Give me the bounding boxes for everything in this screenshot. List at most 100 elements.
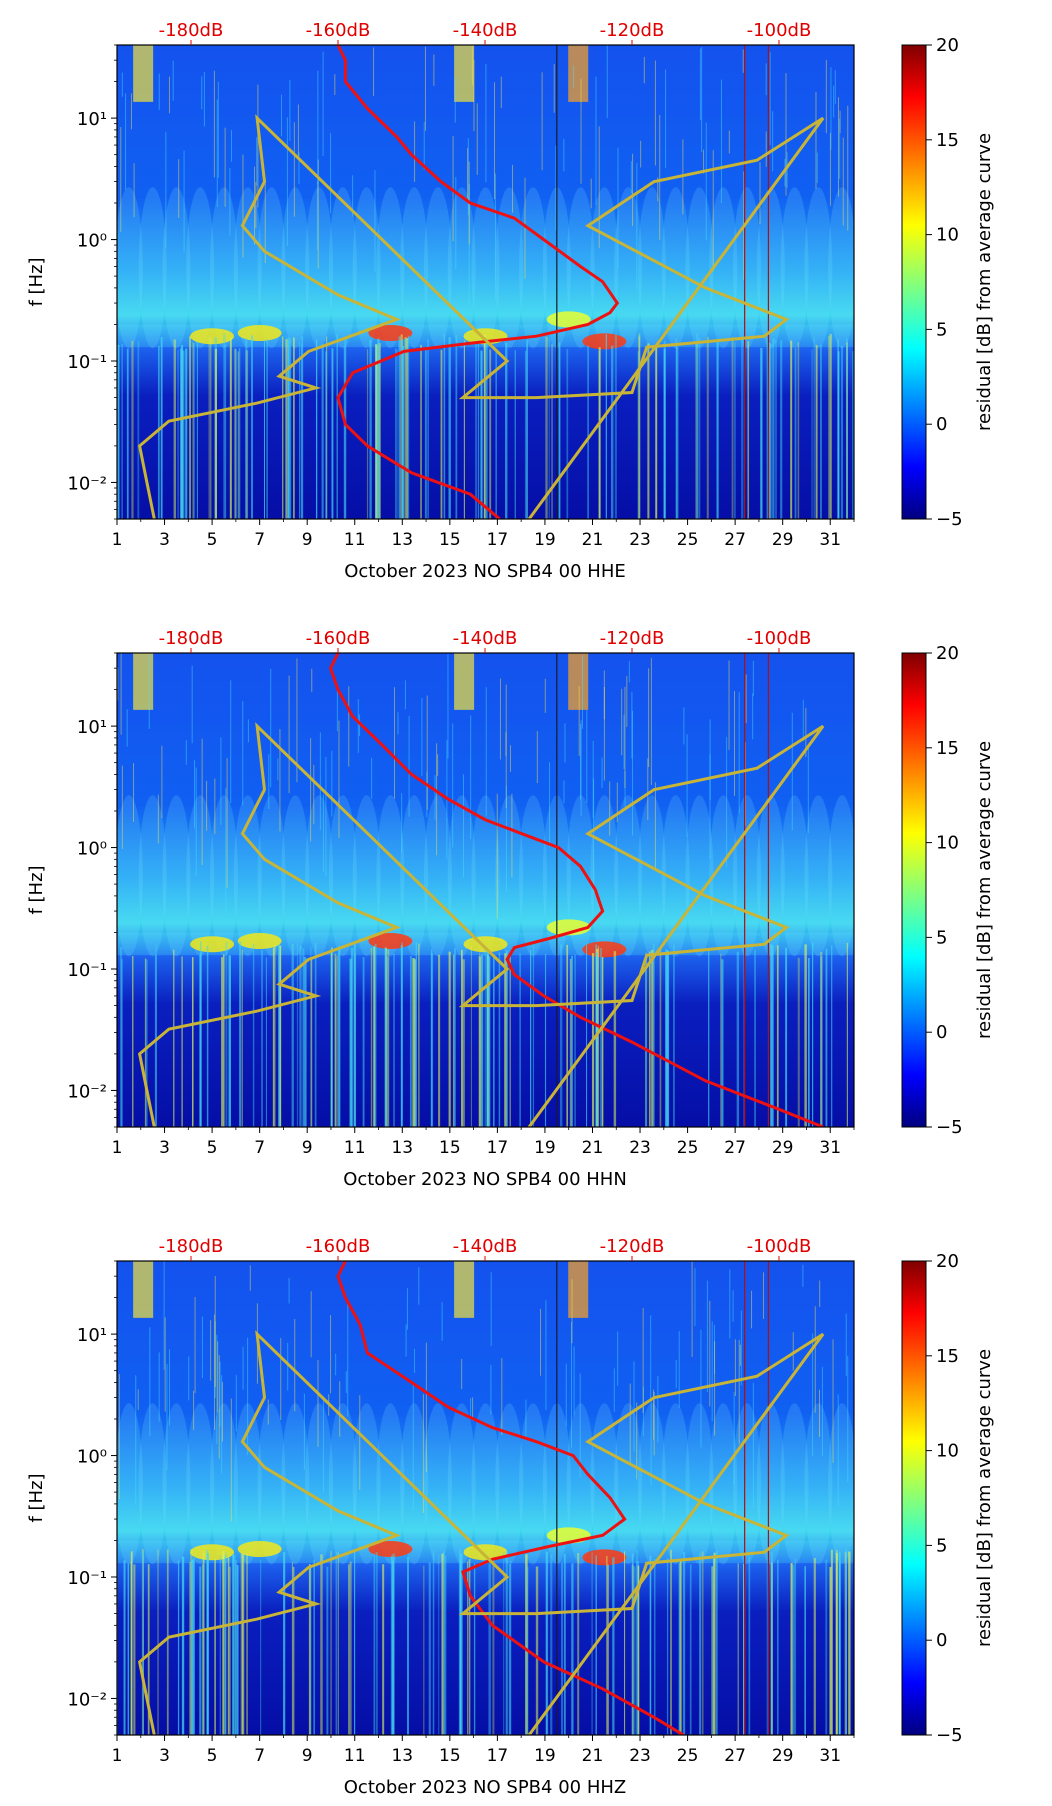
x-tick-label: 11 [344,530,366,550]
red-average-curve-dB-line [336,1261,685,1735]
x-tick-label: 7 [254,530,265,550]
y-tick-label: 10¹ [77,1325,107,1346]
colorbar-tick-label: 10 [936,1441,959,1462]
y-tick-label: 10⁻² [67,1689,107,1710]
colorbar-label-hhz: residual [dB] from average curve [974,1349,995,1647]
yellow-noise-model-hhz [137,1330,825,1735]
yellow-noise-model-dB-line [137,722,825,1127]
y-tick-label: 10⁻¹ [67,960,107,981]
x-tick-label: 27 [724,1138,746,1158]
x-tick-label: 7 [254,1138,265,1158]
top-db-tick-label: -100dB [747,628,812,649]
top-db-tick-label: -140dB [453,628,518,649]
red-average-curve-dB-line [328,653,824,1127]
top-db-ticks-hhn: -180dB -160dB -140dB -120dB -100dB [159,628,812,653]
red-average-curve-hhe [336,45,620,519]
x-tick-label: 19 [534,1138,556,1158]
x-tick-label: 25 [677,530,699,550]
y-tick-label: 10⁰ [77,839,107,860]
colorbar-tick-label: 10 [936,833,959,854]
x-tick-label: 3 [159,530,170,550]
colorbar-label-hhe: residual [dB] from average curve [974,133,995,431]
x-tick-label: 31 [819,1746,841,1766]
top-db-tick-label: -120dB [600,628,665,649]
x-tick-label: 17 [487,530,509,550]
x-tick-label: 9 [302,530,313,550]
x-tick-label: 17 [487,1138,509,1158]
colorbar-tick-label: 0 [936,1022,947,1043]
panel-hhn: 1 3 5 7 9 11 13 15 17 19 21 23 25 27 29 31 10⁻²10⁻¹10⁰1… [26,628,995,1190]
x-tick-label: 5 [207,1746,218,1766]
x-tick-label: 21 [582,1138,604,1158]
y-axis-label-hhz: f [Hz] [26,1473,47,1522]
x-axis-label-hhe: October 2023 NO SPB4 00 HHE [344,561,626,582]
top-db-tick-label: -160dB [306,628,371,649]
x-tick-label: 29 [772,1746,794,1766]
x-tick-label: 13 [391,1746,413,1766]
red-average-curve-hhz [336,1261,685,1735]
colorbar-tick-label: 0 [936,1630,947,1651]
top-db-tick-label: -180dB [159,20,224,41]
x-tick-label: 19 [534,530,556,550]
x-tick-label: 1 [112,1746,123,1766]
x-axis-ticks-hhz: 1 3 5 7 9 11 13 15 17 19 21 23 25 27 29 31 [112,1735,855,1766]
colorbar-tick-label: 10 [936,225,959,246]
y-tick-label: 10⁻² [67,1081,107,1102]
x-tick-label: 23 [629,1138,651,1158]
x-tick-label: 3 [159,1138,170,1158]
top-db-tick-label: -100dB [747,1236,812,1257]
x-tick-label: 19 [534,1746,556,1766]
panel-hhe: 1 3 5 7 9 11 13 15 17 19 21 23 25 27 29 31 10⁻²10⁻¹10⁰1… [26,20,995,582]
colorbar-tick-label: 5 [936,927,947,948]
x-axis-ticks-hhn: 1 3 5 7 9 11 13 15 17 19 21 23 25 27 29 31 [112,1127,855,1158]
spectrogram-image-hhn [117,653,854,1127]
colorbar-hhe: −5 0 5 10 15 20 residual [dB] from average cu… [901,35,995,530]
top-db-tick-label: -180dB [159,1236,224,1257]
x-tick-label: 13 [391,1138,413,1158]
x-tick-label: 29 [772,530,794,550]
x-tick-label: 29 [772,1138,794,1158]
colorbar-tick-label: 15 [936,130,959,151]
x-tick-label: 27 [724,530,746,550]
x-tick-label: 9 [302,1746,313,1766]
yellow-noise-model-dB-line [137,114,825,519]
top-db-tick-label: -120dB [600,1236,665,1257]
x-tick-label: 11 [344,1138,366,1158]
y-tick-label: 10¹ [77,717,107,738]
y-axis-ticks-hhz: 10⁻² 10⁻¹ 10⁰ 10¹ [67,1260,117,1736]
top-db-tick-label: -100dB [747,20,812,41]
panel-hhz: 1 3 5 7 9 11 13 15 17 19 21 23 25 27 29 31 10⁻²10⁻¹10⁰1… [26,1236,995,1798]
y-axis-label-hhn: f [Hz] [26,865,47,914]
x-tick-label: 5 [207,1138,218,1158]
colorbar-hhn: −5 0 5 10 15 20 residual [dB] from average cu… [901,643,995,1138]
x-tick-label: 1 [112,1138,123,1158]
spectrogram-image-hhe [117,45,854,519]
red-average-curve-hhn [328,653,824,1127]
colorbar-tick-label: 5 [936,1535,947,1556]
y-axis-ticks-hhn: 10⁻² 10⁻¹ 10⁰ 10¹ [67,652,117,1128]
colorbar-tick-label: 15 [936,1346,959,1367]
x-tick-label: 21 [582,530,604,550]
colorbar-scale-hhn [901,652,927,1128]
x-tick-label: 31 [819,1138,841,1158]
x-tick-label: 1 [112,530,123,550]
y-tick-label: 10⁻² [67,473,107,494]
top-db-tick-label: -140dB [453,20,518,41]
top-db-ticks-hhz: -180dB -160dB -140dB -120dB -100dB [159,1236,812,1261]
top-db-ticks-hhe: -180dB -160dB -140dB -120dB -100dB [159,20,812,45]
x-tick-label: 9 [302,1138,313,1158]
colorbar-tick-label: −5 [936,1725,963,1746]
colorbar-hhz: −5 0 5 10 15 20 residual [dB] from average cu… [901,1251,995,1746]
colorbar-scale-hhe [901,44,927,520]
y-tick-label: 10⁰ [77,231,107,252]
spectrogram-image-hhz [117,1261,854,1735]
x-tick-label: 15 [439,1138,461,1158]
x-tick-label: 25 [677,1138,699,1158]
y-tick-label: 10⁻¹ [67,1568,107,1589]
yellow-noise-model-dB-line [137,1330,825,1735]
top-db-tick-label: -180dB [159,628,224,649]
colorbar-tick-label: 15 [936,738,959,759]
colorbar-tick-label: 5 [936,319,947,340]
x-tick-label: 3 [159,1746,170,1766]
colorbar-tick-label: 20 [936,643,959,664]
